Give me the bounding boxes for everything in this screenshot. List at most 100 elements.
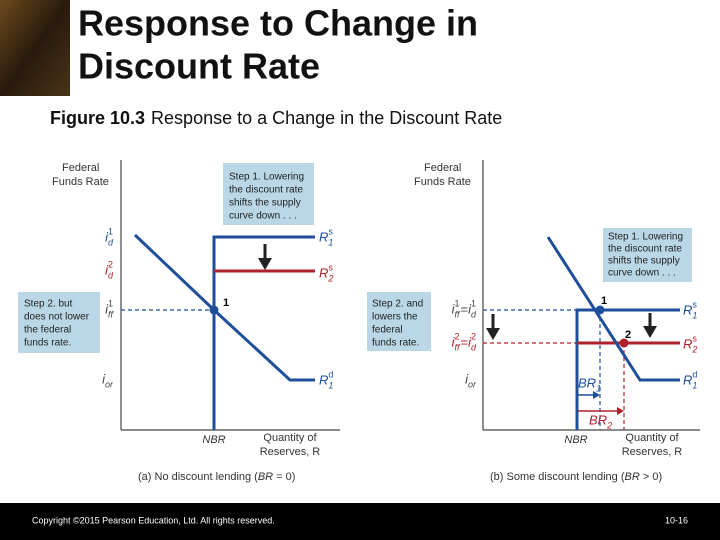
- math-part: d: [108, 270, 114, 280]
- math-part: 2: [454, 331, 459, 341]
- footer-bar: [0, 503, 720, 540]
- panel-caption: (b) Some discount lending (BR > 0): [490, 471, 662, 483]
- math-part: i: [468, 334, 472, 349]
- math-part: =: [461, 334, 469, 349]
- math-label: i 1ff = i 1d: [452, 298, 477, 319]
- math-label: BR 2: [589, 412, 612, 430]
- point-label: 2: [625, 329, 631, 341]
- step-text: shifts the supply: [608, 256, 680, 267]
- math-part: 2: [108, 259, 113, 269]
- equilibrium-point: [595, 305, 605, 315]
- math-label: BR 1: [578, 375, 601, 393]
- caption-part: BR: [625, 471, 640, 483]
- step2-box: [367, 292, 431, 351]
- step2-box: [18, 292, 100, 353]
- panel-caption: (a) No discount lending (BR = 0): [138, 471, 295, 483]
- math-label: i 1ff: [105, 298, 114, 319]
- math-part: R: [319, 229, 328, 244]
- panel-b: Federal Funds Rate Step 1. Lowering the …: [367, 160, 700, 483]
- copyright: Copyright ©2015 Pearson Education, Ltd. …: [32, 515, 275, 525]
- figure-text: Response to a Change in the Discount Rat…: [151, 108, 502, 128]
- step-text: Step 2. and: [372, 299, 423, 310]
- supply-curve: [575, 308, 680, 430]
- math-part: i: [105, 262, 109, 277]
- math-part: ff: [108, 309, 115, 319]
- math-part: d: [108, 237, 114, 247]
- math-label: i 2ff = i 2d: [452, 331, 477, 352]
- math-part: i: [102, 371, 106, 386]
- supply-curve: [212, 235, 315, 430]
- math-part: 2: [327, 273, 333, 283]
- math-part: d: [692, 369, 697, 379]
- math-part: ff: [454, 342, 461, 352]
- step-text: Step 1. Lowering: [608, 232, 683, 243]
- step-text: curve down . . .: [229, 211, 297, 222]
- figure-caption: Figure 10.3 Response to a Change in the D…: [50, 108, 502, 128]
- page-number: 10-16: [665, 515, 688, 525]
- math-part: s: [692, 299, 697, 309]
- nbr-label: NBR: [564, 434, 587, 446]
- math-label: i or: [102, 371, 114, 389]
- math-part: 1: [328, 380, 333, 390]
- title: Discount Rate: [78, 46, 320, 87]
- step-text: funds rate.: [24, 338, 71, 349]
- step-text: Step 2. but: [24, 299, 73, 310]
- y-axis-label: Federal: [62, 162, 99, 174]
- math-part: R: [683, 336, 692, 351]
- step-text: Step 1. Lowering: [229, 172, 304, 183]
- math-part: 1: [692, 380, 697, 390]
- math-part: s: [692, 333, 697, 343]
- step-text: the federal: [24, 325, 71, 336]
- math-label: i 1d: [105, 226, 114, 247]
- math-part: R: [319, 265, 328, 280]
- math-part: R: [319, 372, 328, 387]
- math-part: or: [468, 379, 477, 389]
- caption-part: BR: [258, 471, 273, 483]
- caption-part: (b) Some discount lending (: [490, 471, 625, 483]
- math-part: 1: [108, 298, 113, 308]
- math-label: i or: [465, 371, 477, 389]
- math-part: 2: [471, 331, 476, 341]
- step-text: funds rate.: [372, 338, 419, 349]
- step-text: federal: [372, 325, 403, 336]
- x-axis-label: Reserves, R: [260, 446, 321, 458]
- math-part: 1: [454, 298, 459, 308]
- math-part: R: [683, 372, 692, 387]
- math-part: s: [328, 226, 333, 236]
- math-part: i: [465, 371, 469, 386]
- step1-box: [603, 228, 692, 282]
- equilibrium-point: [619, 338, 629, 348]
- caption-part: = 0): [273, 471, 295, 483]
- shift-arrow-head: [486, 328, 500, 340]
- x-axis-label: Reserves, R: [622, 446, 683, 458]
- math-part: 1: [108, 226, 113, 236]
- caption-part: > 0): [640, 471, 662, 483]
- step-text: the discount rate: [608, 244, 682, 255]
- math-part: i: [105, 229, 109, 244]
- y-axis-label: Funds Rate: [52, 176, 109, 188]
- math-part: 1: [692, 310, 697, 320]
- panel-a: Federal Funds Rate Step 1. Lowering the …: [18, 160, 340, 483]
- x-axis-label: Quantity of: [625, 432, 679, 444]
- math-part: R: [683, 302, 692, 317]
- demand-curve: [133, 233, 315, 382]
- point-label: 1: [601, 295, 607, 307]
- math-part: 1: [328, 237, 333, 247]
- math-part: BR: [589, 412, 607, 427]
- caption-part: (a) No discount lending (: [138, 471, 258, 483]
- math-part: s: [328, 262, 333, 272]
- math-part: d: [328, 369, 333, 379]
- step-text: lowers the: [372, 312, 418, 323]
- math-part: 2: [691, 344, 697, 354]
- math-part: i: [452, 334, 456, 349]
- shift-arrow-head: [258, 258, 272, 270]
- math-part: i: [452, 301, 456, 316]
- math-part: i: [105, 301, 109, 316]
- step-text: shifts the supply: [229, 198, 301, 209]
- photo: [0, 0, 70, 96]
